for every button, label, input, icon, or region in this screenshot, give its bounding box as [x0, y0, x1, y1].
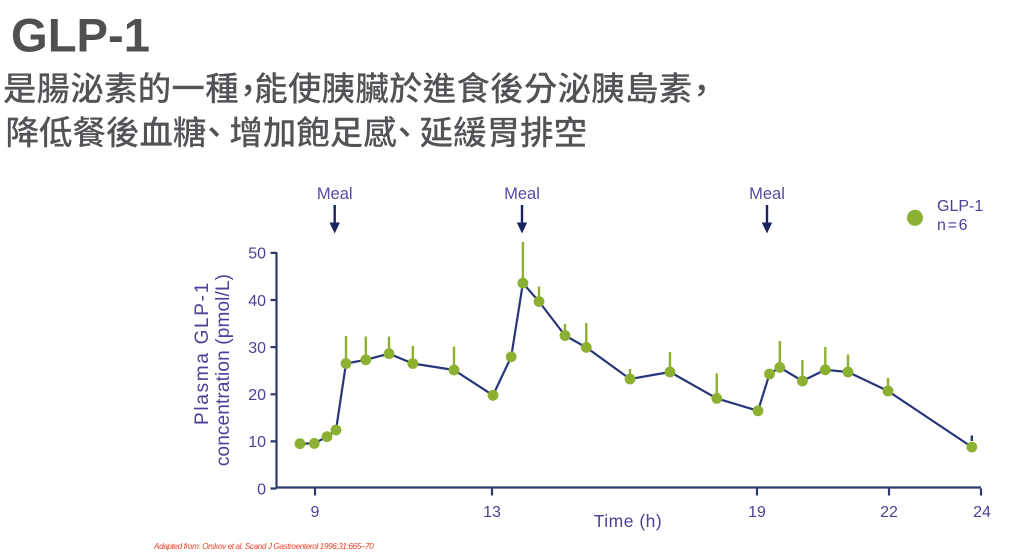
svg-text:GLP-1: GLP-1 [937, 198, 983, 215]
svg-text:20: 20 [248, 387, 266, 404]
svg-text:24: 24 [973, 504, 991, 521]
svg-text:22: 22 [880, 504, 898, 521]
svg-text:Meal: Meal [504, 185, 540, 203]
svg-text:Time (h): Time (h) [594, 511, 663, 531]
svg-text:n=6: n=6 [937, 217, 969, 234]
svg-text:Meal: Meal [317, 185, 353, 203]
svg-text:concentration (pmol/L): concentration (pmol/L) [213, 274, 234, 466]
svg-text:Adapted from: Orskov et al. Sc: Adapted from: Orskov et al. Scand J Gast… [153, 541, 374, 551]
svg-text:GLP-1: GLP-1 [11, 9, 150, 62]
svg-text:Meal: Meal [749, 185, 785, 203]
svg-text:13: 13 [483, 504, 501, 521]
svg-text:30: 30 [248, 340, 266, 357]
svg-text:Plasma GLP-1: Plasma GLP-1 [192, 281, 213, 425]
svg-text:50: 50 [248, 246, 266, 263]
svg-text:10: 10 [248, 434, 266, 451]
svg-text:9: 9 [311, 504, 320, 521]
svg-text:0: 0 [257, 481, 266, 498]
svg-text:40: 40 [248, 293, 266, 310]
svg-text:19: 19 [748, 504, 766, 521]
